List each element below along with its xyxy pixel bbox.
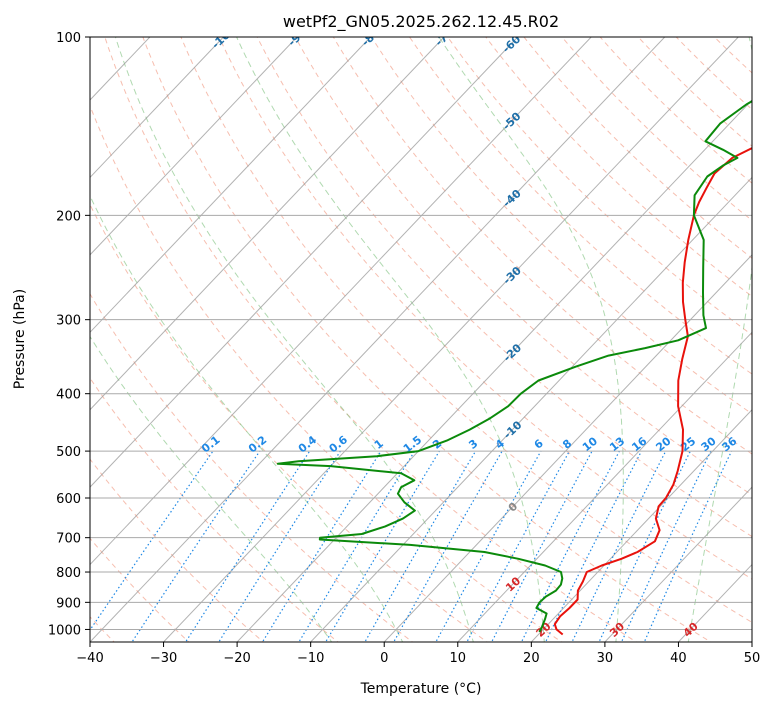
isotherm-line bbox=[604, 486, 752, 642]
x-tick-label: −10 bbox=[297, 651, 324, 666]
isotherm-line bbox=[90, 37, 224, 179]
y-tick-label: 700 bbox=[56, 532, 81, 547]
dry-adiabat bbox=[332, 37, 752, 455]
moist-adiabat bbox=[687, 37, 752, 642]
isotherm-line bbox=[90, 37, 371, 334]
dry-adiabat bbox=[104, 37, 638, 642]
dry-adiabat bbox=[294, 37, 752, 496]
isotherm-line bbox=[751, 641, 752, 642]
mixing-ratio-line bbox=[620, 450, 712, 642]
isotherm-line bbox=[90, 37, 592, 566]
isotherm-line bbox=[0, 37, 3, 642]
x-tick-label: 30 bbox=[597, 651, 614, 666]
mixing-ratio-line bbox=[131, 450, 261, 642]
isotherm-label: -90 bbox=[286, 26, 310, 49]
axes: −40 −30 −20 −10 0 10 20 30 40 5010020030040050060… bbox=[48, 31, 760, 666]
mixing-ratio-label: 6 bbox=[532, 437, 546, 452]
isotherm-line bbox=[383, 254, 752, 642]
y-tick-label: 300 bbox=[56, 314, 81, 329]
dry-adiabat bbox=[256, 37, 752, 538]
y-tick-label: 1000 bbox=[48, 623, 81, 638]
moist-adiabat bbox=[438, 37, 624, 642]
dry-adiabat bbox=[90, 377, 339, 642]
dry-adiabat bbox=[485, 37, 752, 298]
mixing-ratio-line bbox=[571, 450, 667, 642]
x-tick-label: −20 bbox=[223, 651, 250, 666]
isotherm-label: -80 bbox=[359, 26, 383, 49]
y-tick-label: 200 bbox=[56, 209, 81, 224]
mixing-ratio-line bbox=[261, 450, 382, 642]
x-tick-label: 0 bbox=[380, 651, 388, 666]
mixing-ratio-label: 0.4 bbox=[296, 433, 320, 455]
y-tick-label: 800 bbox=[56, 566, 81, 581]
dry-adiabat bbox=[90, 458, 265, 642]
dry-adiabat bbox=[637, 37, 752, 147]
y-tick-label: 900 bbox=[56, 596, 81, 611]
x-tick-label: 20 bbox=[523, 651, 540, 666]
guide-labels: 0.1 0.2 0.4 0.6 1 1.5 2 3 4 6 8 10 13 16 20 25 30 36-100-… bbox=[199, 26, 740, 640]
mixing-ratio-line bbox=[218, 450, 341, 642]
isotherm-line bbox=[310, 176, 752, 642]
y-tick-label: 100 bbox=[56, 31, 81, 46]
mixing-ratio-label: 0.2 bbox=[246, 433, 269, 455]
mixing-ratio-line bbox=[325, 450, 440, 642]
isotherm-line bbox=[90, 37, 666, 642]
x-tick-label: 50 bbox=[744, 651, 761, 666]
mixing-ratio-line bbox=[643, 450, 733, 642]
chart-title: wetPf2_GN05.2025.262.12.45.R02 bbox=[283, 12, 559, 32]
mixing-ratio-label: 0.6 bbox=[327, 433, 351, 455]
isotherm-line bbox=[457, 331, 752, 642]
dry-adiabat bbox=[408, 37, 752, 375]
isotherm-label: -70 bbox=[433, 26, 457, 49]
mixing-ratio-line bbox=[298, 450, 416, 642]
mixing-ratio-line bbox=[364, 450, 477, 642]
mixing-ratio-line bbox=[435, 450, 542, 642]
mixing-ratio-line bbox=[466, 450, 570, 642]
x-axis-title: Temperature (°C) bbox=[360, 681, 482, 697]
moist-adiabat bbox=[236, 37, 545, 642]
x-tick-label: 40 bbox=[670, 651, 687, 666]
y-tick-label: 500 bbox=[56, 445, 81, 460]
plot-frame bbox=[89, 36, 753, 643]
isotherm-line bbox=[678, 563, 752, 642]
mixing-ratio-line bbox=[491, 450, 593, 642]
mixing-ratio-line bbox=[520, 450, 620, 642]
dry-adiabat bbox=[90, 104, 563, 642]
y-axis-title: Pressure (hPa) bbox=[12, 289, 28, 389]
mixing-ratio-line bbox=[184, 450, 311, 642]
x-tick-label: 10 bbox=[450, 651, 467, 666]
isotherm-line bbox=[90, 37, 519, 488]
dry-adiabat bbox=[675, 37, 752, 110]
isotherm-line bbox=[163, 37, 739, 642]
isotherm-line bbox=[530, 408, 752, 642]
guide-lines bbox=[0, 37, 752, 642]
y-tick-label: 400 bbox=[56, 388, 81, 403]
mixing-ratio-label: 3 bbox=[466, 437, 480, 452]
mixing-ratio-line bbox=[90, 450, 214, 631]
dry-adiabat bbox=[447, 37, 752, 336]
dry-adiabat bbox=[218, 37, 752, 580]
mixing-ratio-line bbox=[544, 450, 643, 642]
profile-traces bbox=[276, 100, 752, 636]
isotherm-line bbox=[90, 37, 298, 256]
dry-adiabat bbox=[599, 37, 752, 184]
moist-adiabat bbox=[114, 37, 474, 642]
y-tick-label: 600 bbox=[56, 492, 81, 507]
dry-adiabat bbox=[142, 37, 712, 642]
isotherm-line bbox=[90, 37, 445, 411]
dry-adiabat bbox=[90, 292, 414, 642]
dry-adiabat bbox=[370, 37, 752, 415]
dewpoint-trace bbox=[276, 100, 752, 633]
x-tick-label: −40 bbox=[76, 651, 103, 666]
mixing-ratio-label: 1 bbox=[372, 437, 386, 452]
mixing-ratio-label: 0.1 bbox=[199, 433, 222, 455]
dry-adiabat bbox=[713, 37, 752, 74]
x-tick-label: −30 bbox=[150, 651, 177, 666]
